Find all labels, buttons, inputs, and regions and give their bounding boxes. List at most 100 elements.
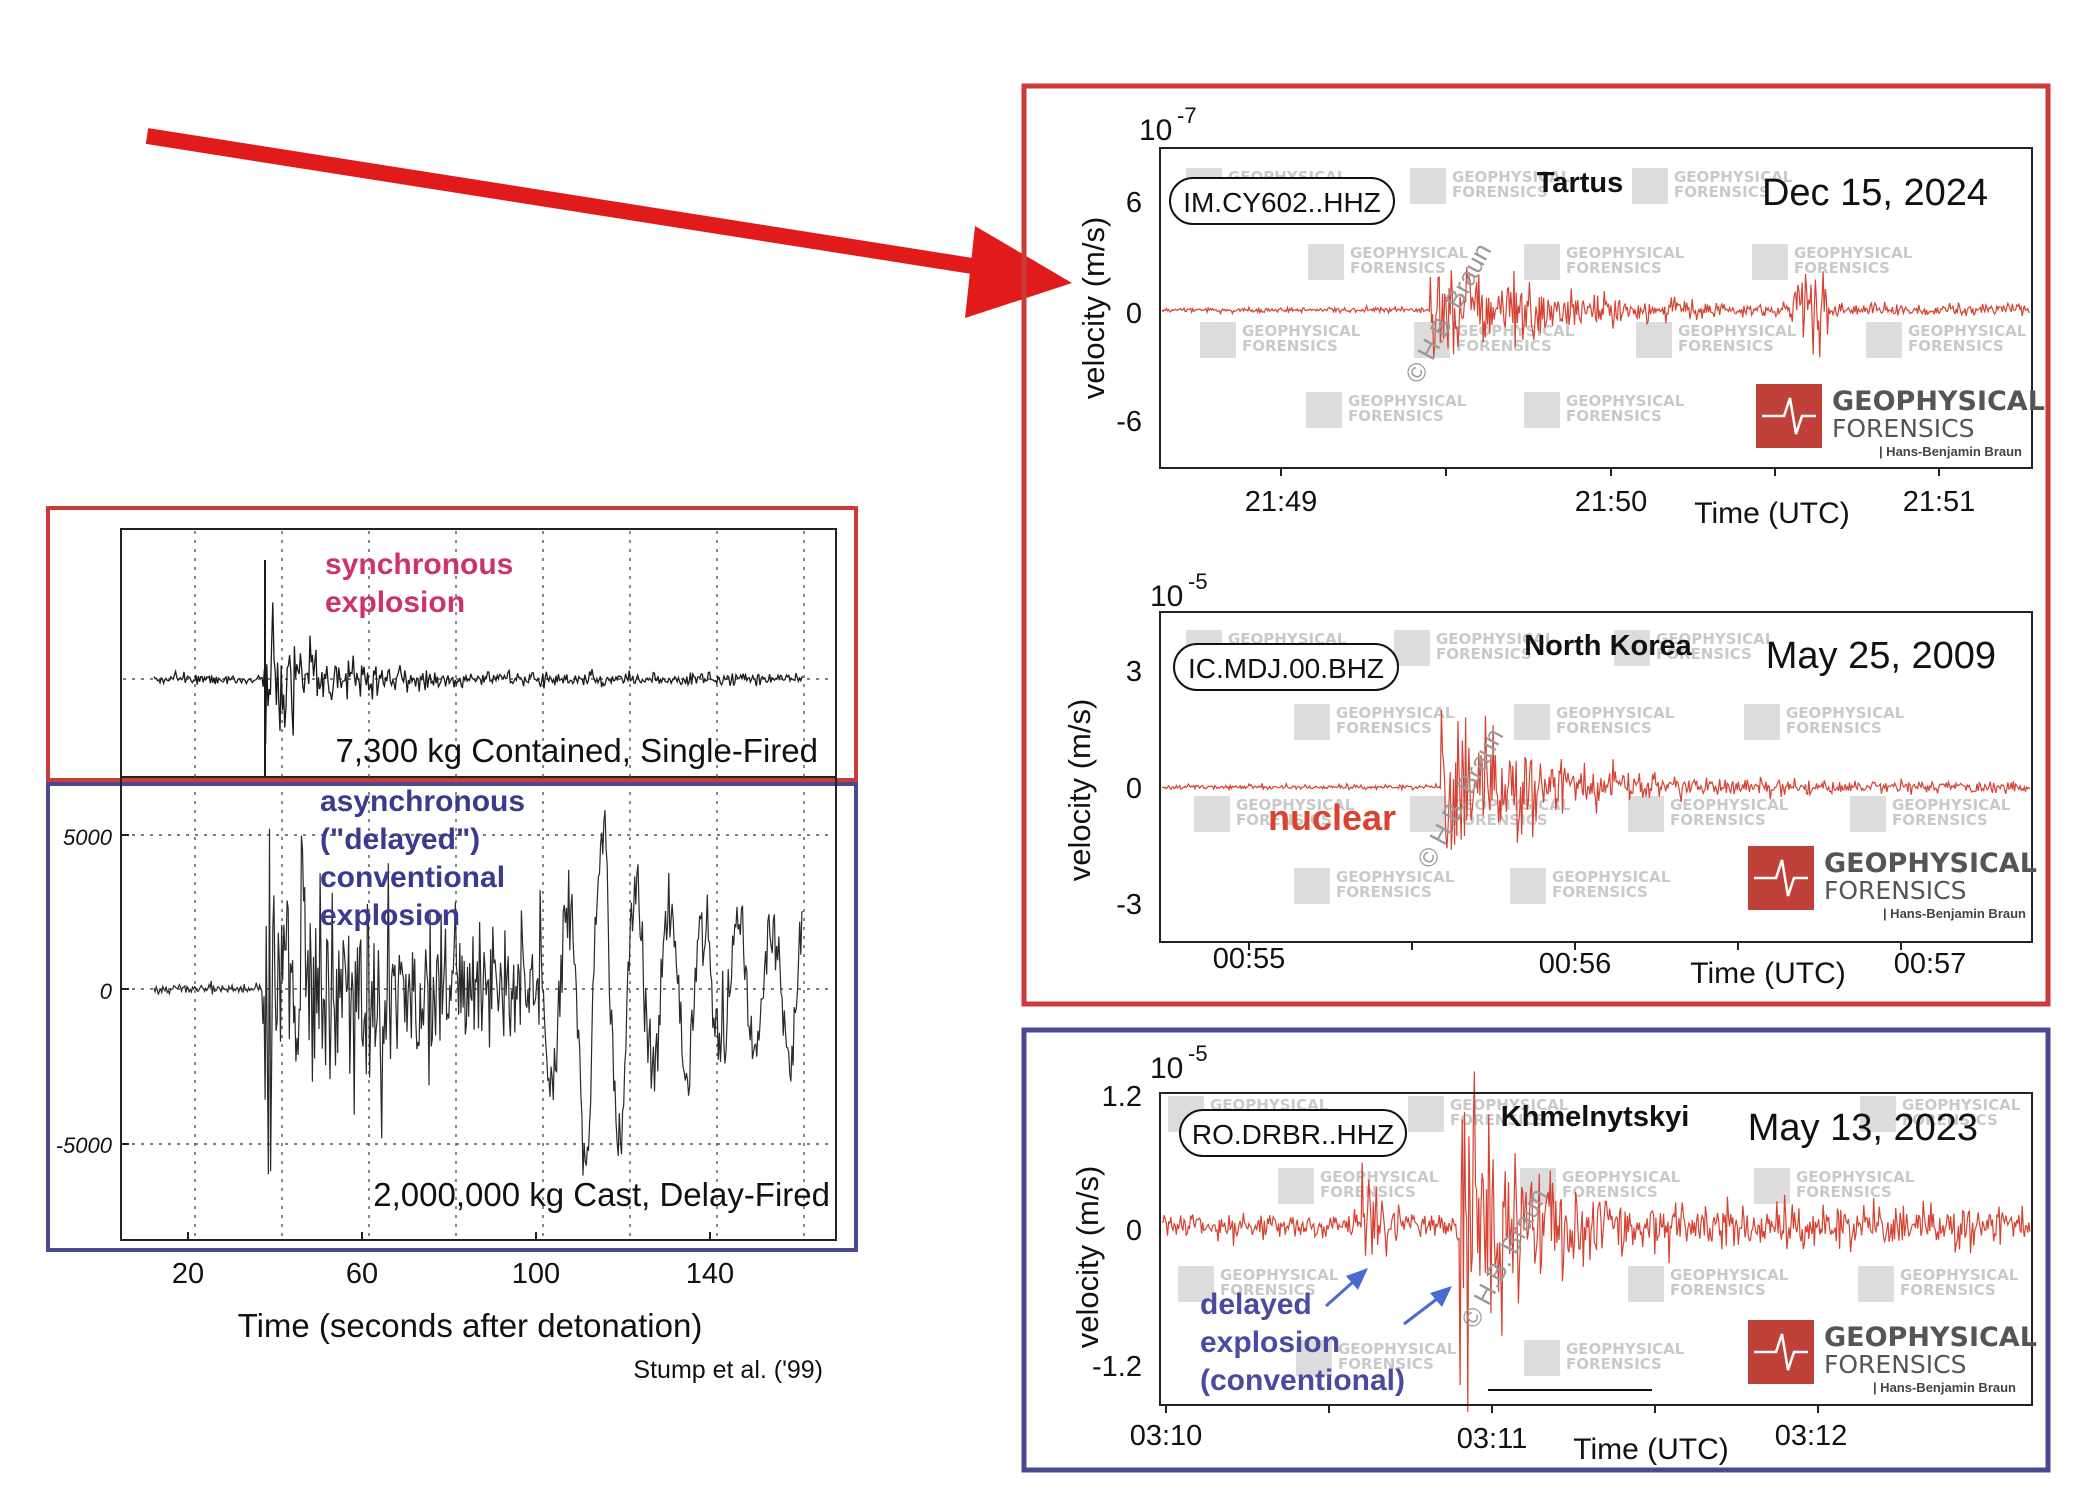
watermark-text: GEOPHYSICAL bbox=[1670, 796, 1789, 814]
y-tick-label: 5000 bbox=[63, 825, 113, 850]
y-tick-label: 1.2 bbox=[1102, 1081, 1142, 1113]
watermark-logo-mark bbox=[1524, 244, 1560, 280]
watermark-text: GEOPHYSICAL bbox=[1552, 868, 1671, 886]
watermark-logo-mark bbox=[1744, 704, 1780, 740]
event-date: May 13, 2023 bbox=[1748, 1107, 1978, 1149]
y-tick-label: 0 bbox=[1126, 773, 1142, 805]
x-tick-label: 00:55 bbox=[1213, 943, 1286, 975]
watermark-text: FORENSICS bbox=[1656, 645, 1752, 663]
watermark-text: GEOPHYSICAL bbox=[1450, 1096, 1569, 1114]
watermark-text: GEOPHYSICAL bbox=[1656, 630, 1775, 648]
y-axis-label: velocity (m/s) bbox=[1076, 217, 1111, 400]
bottom-plot-box bbox=[120, 776, 837, 1241]
watermark-logo-mark bbox=[1614, 630, 1650, 666]
watermark-text: GEOPHYSICAL bbox=[1452, 168, 1571, 186]
logo-text: GEOPHYSICAL bbox=[1832, 386, 2045, 417]
watermark-text: FORENSICS bbox=[1556, 719, 1652, 737]
watermark-text: GEOPHYSICAL bbox=[1436, 630, 1555, 648]
watermark-text: GEOPHYSICAL bbox=[1796, 1168, 1915, 1186]
logo-seismo-glyph bbox=[1762, 397, 1816, 435]
y-tick-label: -3 bbox=[1116, 889, 1142, 921]
tartus-panel: GEOPHYSICALFORENSICSGEOPHYSICALFORENSICS… bbox=[1076, 103, 2045, 530]
watermark-text: GEOPHYSICAL bbox=[1908, 322, 2027, 340]
watermark-text: GEOPHYSICAL bbox=[1786, 704, 1905, 722]
asynchronous-label-3: conventional bbox=[320, 861, 505, 894]
arrow-shaft bbox=[145, 128, 987, 276]
y-axis-label: velocity (m/s) bbox=[1062, 699, 1097, 882]
y-tick-label: -5000 bbox=[56, 1133, 113, 1158]
attribution: Stump et al. ('99) bbox=[633, 1356, 823, 1384]
khmelnytskyi-x-ticks bbox=[1165, 1405, 1819, 1413]
asynchronous-label-2: ("delayed") bbox=[320, 823, 480, 856]
watermark-text: FORENSICS bbox=[1566, 259, 1662, 277]
watermark-text: GEOPHYSICAL bbox=[1338, 1340, 1457, 1358]
x-tick-label: 60 bbox=[346, 1258, 378, 1290]
x-tick-label: 00:56 bbox=[1539, 948, 1612, 980]
watermark-text: GEOPHYSICAL bbox=[1794, 244, 1913, 262]
watermark-text: FORENSICS bbox=[1336, 883, 1432, 901]
north-korea-panel: GEOPHYSICALFORENSICSGEOPHYSICALFORENSICS… bbox=[1062, 569, 2037, 990]
asynchronous-frame bbox=[46, 782, 858, 1252]
watermark-logo-mark bbox=[1628, 1266, 1664, 1302]
x-tick-label: 140 bbox=[686, 1258, 734, 1290]
x-tick-label: 21:49 bbox=[1245, 486, 1318, 518]
watermark-text: FORENSICS bbox=[1452, 811, 1548, 829]
watermark-text: GEOPHYSICAL bbox=[1670, 1266, 1789, 1284]
watermark-logo-mark bbox=[1632, 168, 1668, 204]
bottom-trace-caption: 2,000,000 kg Cast, Delay-Fired bbox=[373, 1176, 830, 1213]
watermark-text: FORENSICS bbox=[1786, 719, 1882, 737]
watermark-text: FORENSICS bbox=[1678, 337, 1774, 355]
seismic-trace-path bbox=[1161, 267, 2031, 358]
watermark-logo-mark bbox=[1408, 1096, 1444, 1132]
watermark-text: FORENSICS bbox=[1452, 183, 1548, 201]
logo-author: | Hans-Benjamin Braun bbox=[1873, 1380, 2016, 1395]
north-korea-trace bbox=[1161, 709, 2031, 850]
station-code: IM.CY602..HHZ bbox=[1183, 187, 1381, 218]
watermark-logo-mark bbox=[1194, 796, 1230, 832]
x-tick-label: 21:50 bbox=[1575, 486, 1648, 518]
exponent: -5 bbox=[1188, 1041, 1208, 1066]
logo-text: FORENSICS bbox=[1824, 876, 1967, 905]
watermark-text: GEOPHYSICAL bbox=[1320, 1168, 1439, 1186]
logo-text: GEOPHYSICAL bbox=[1824, 848, 2037, 879]
y-axis-label: velocity (m/s) bbox=[1070, 1166, 1105, 1349]
top-trace-path bbox=[153, 602, 804, 745]
watermark-text: FORENSICS bbox=[1566, 1355, 1662, 1373]
y-tick-label: 0 bbox=[100, 979, 113, 1004]
x-tick-label: 00:57 bbox=[1894, 948, 1967, 980]
watermark-logo-mark bbox=[1858, 1266, 1894, 1302]
station-code: IC.MDJ.00.BHZ bbox=[1188, 653, 1384, 684]
watermark-text: GEOPHYSICAL bbox=[1892, 796, 2011, 814]
watermark-text: FORENSICS bbox=[1552, 883, 1648, 901]
watermark-text: FORENSICS bbox=[1892, 811, 1988, 829]
nuclear-annotation: nuclear bbox=[1268, 797, 1396, 838]
station-code: RO.DRBR..HHZ bbox=[1192, 1119, 1394, 1150]
watermark-text: FORENSICS bbox=[1794, 259, 1890, 277]
tartus-plot-box bbox=[1159, 147, 2033, 469]
watermark-logo-mark bbox=[1510, 868, 1546, 904]
station-badge bbox=[1169, 177, 1395, 225]
exponent-base: 10 bbox=[1139, 114, 1172, 147]
exponent-base: 10 bbox=[1150, 580, 1183, 613]
watermark-logo-mark bbox=[1306, 392, 1342, 428]
watermark-logo-mark bbox=[1308, 244, 1344, 280]
watermark-text: GEOPHYSICAL bbox=[1900, 1266, 2019, 1284]
asynchronous-label-1: asynchronous bbox=[320, 785, 525, 818]
watermark-logo-mark bbox=[1278, 1168, 1314, 1204]
